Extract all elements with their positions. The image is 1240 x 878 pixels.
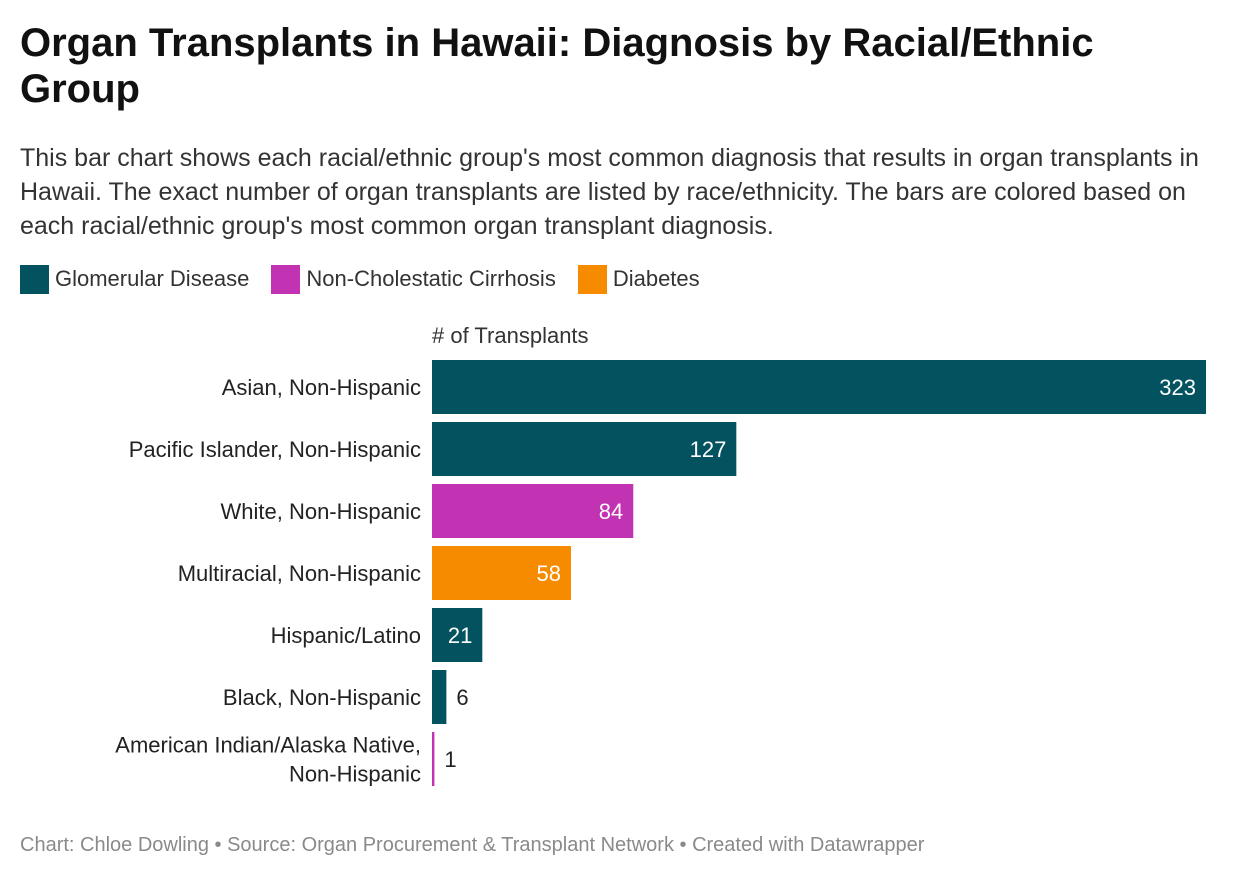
- category-label: White, Non-Hispanic: [220, 499, 421, 524]
- bar-chart: Asian, Non-Hispanic 323 Pacific Islander, …: [115, 360, 1206, 787]
- category-label: Hispanic/Latino: [271, 623, 421, 648]
- legend-item: Non-Cholestatic Cirrhosis: [271, 264, 556, 294]
- legend-label: Glomerular Disease: [55, 266, 250, 291]
- bar: [432, 546, 571, 600]
- value-label: 323: [1159, 375, 1196, 400]
- bar: [432, 360, 1206, 414]
- bar: [432, 670, 447, 724]
- value-label: 6: [456, 685, 468, 710]
- legend-item: Diabetes: [577, 264, 700, 294]
- legend-item: Glomerular Disease: [20, 264, 250, 294]
- category-label: Black, Non-Hispanic: [223, 685, 421, 710]
- chart-title: Organ Transplants in Hawaii: Diagnosis b…: [20, 21, 1094, 111]
- bar: [432, 732, 435, 786]
- x-axis-title: # of Transplants: [432, 323, 589, 348]
- bar: [432, 484, 634, 538]
- legend-swatch: [577, 264, 607, 294]
- value-label: 1: [444, 747, 456, 772]
- category-label: Asian, Non-Hispanic: [222, 375, 421, 400]
- legend-label: Non-Cholestatic Cirrhosis: [306, 266, 556, 291]
- legend-swatch: [271, 264, 301, 294]
- value-label: 58: [537, 561, 561, 586]
- category-label: American Indian/Alaska Native, Non-Hispan…: [115, 733, 421, 787]
- value-label: 21: [448, 623, 472, 648]
- value-label: 127: [690, 437, 727, 462]
- bar: [432, 608, 483, 662]
- legend-label: Diabetes: [612, 266, 700, 291]
- legend-swatch: [20, 264, 49, 294]
- value-label: 84: [599, 499, 623, 524]
- legend: Glomerular Disease Non-Cholestatic Cirrho…: [20, 264, 722, 294]
- chart-footer: Chart: Chloe Dowling • Source: Organ Pro…: [20, 834, 925, 856]
- category-label: Multiracial, Non-Hispanic: [178, 561, 421, 586]
- bar: [432, 422, 737, 476]
- chart-subtitle: This bar chart shows each racial/ethnic …: [20, 144, 1199, 240]
- category-label: Pacific Islander, Non-Hispanic: [129, 437, 421, 462]
